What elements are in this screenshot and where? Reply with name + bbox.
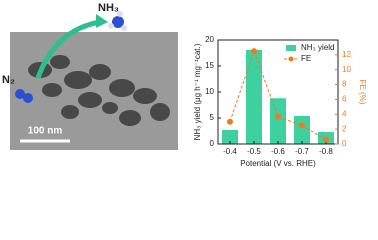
x-tick-label: -0.5 bbox=[247, 147, 261, 156]
y2-tick-label: 6 bbox=[342, 95, 347, 104]
x-tick-label: -0.8 bbox=[319, 147, 333, 156]
fe-marker bbox=[299, 122, 305, 129]
x-tick-label: -0.4 bbox=[223, 147, 237, 156]
fe-marker bbox=[275, 113, 281, 120]
fe-marker bbox=[227, 118, 233, 125]
y2-tick-label: 0 bbox=[342, 139, 347, 148]
x-tick-label: -0.6 bbox=[271, 147, 285, 156]
bar bbox=[270, 98, 286, 144]
y-tick-label: 15 bbox=[205, 61, 214, 70]
x-tick-label: -0.7 bbox=[295, 147, 309, 156]
bar bbox=[294, 115, 310, 144]
fe-marker bbox=[251, 48, 257, 55]
y2-axis-label: FE (%) bbox=[358, 80, 367, 105]
chart: 0 5 10 15 20 0 2 4 6 8 10 12 -0.4 -0.5 -0.6 -0.7 -0.8Pot… bbox=[193, 35, 367, 168]
fe-marker bbox=[323, 136, 329, 143]
bar bbox=[246, 49, 262, 144]
y-tick-label: 20 bbox=[205, 35, 214, 44]
n2-molecule bbox=[15, 89, 33, 103]
figure: 100 nm N₂ NH₃ 0 5 10 15 20 0 2 4 6 8 10 12 -0.4 -0.5 -… bbox=[2, 2, 367, 168]
y-tick-label: 0 bbox=[210, 139, 215, 148]
product-label: NH₃ bbox=[98, 2, 119, 14]
x-axis-label: Potential (V vs. RHE) bbox=[240, 159, 316, 168]
legend-marker bbox=[288, 56, 294, 62]
y2-tick-label: 10 bbox=[342, 65, 351, 74]
scale-label: 100 nm bbox=[28, 126, 63, 137]
y-tick-label: 5 bbox=[210, 113, 215, 122]
nanoparticles bbox=[28, 55, 170, 126]
legend-swatch bbox=[286, 45, 296, 51]
tem-image: 100 nm N₂ NH₃ bbox=[2, 2, 178, 150]
y2-tick-label: 12 bbox=[342, 50, 351, 59]
nh3-molecule bbox=[108, 11, 127, 31]
y2-tick-label: 2 bbox=[342, 124, 347, 133]
y2-tick-label: 8 bbox=[342, 80, 347, 89]
arrow-head bbox=[96, 14, 108, 28]
y2-tick-label: 4 bbox=[342, 109, 347, 118]
y-tick-label: 10 bbox=[205, 87, 214, 96]
y-axis-label: NH₃ yield (μg h⁻¹ mg⁻¹cat.) bbox=[193, 43, 202, 140]
reaction-arrow bbox=[35, 19, 101, 79]
legend-label: FE bbox=[301, 54, 311, 63]
reactant-label: N₂ bbox=[2, 74, 15, 86]
bar bbox=[222, 129, 238, 144]
legend-label: NH₃ yield bbox=[301, 43, 335, 52]
